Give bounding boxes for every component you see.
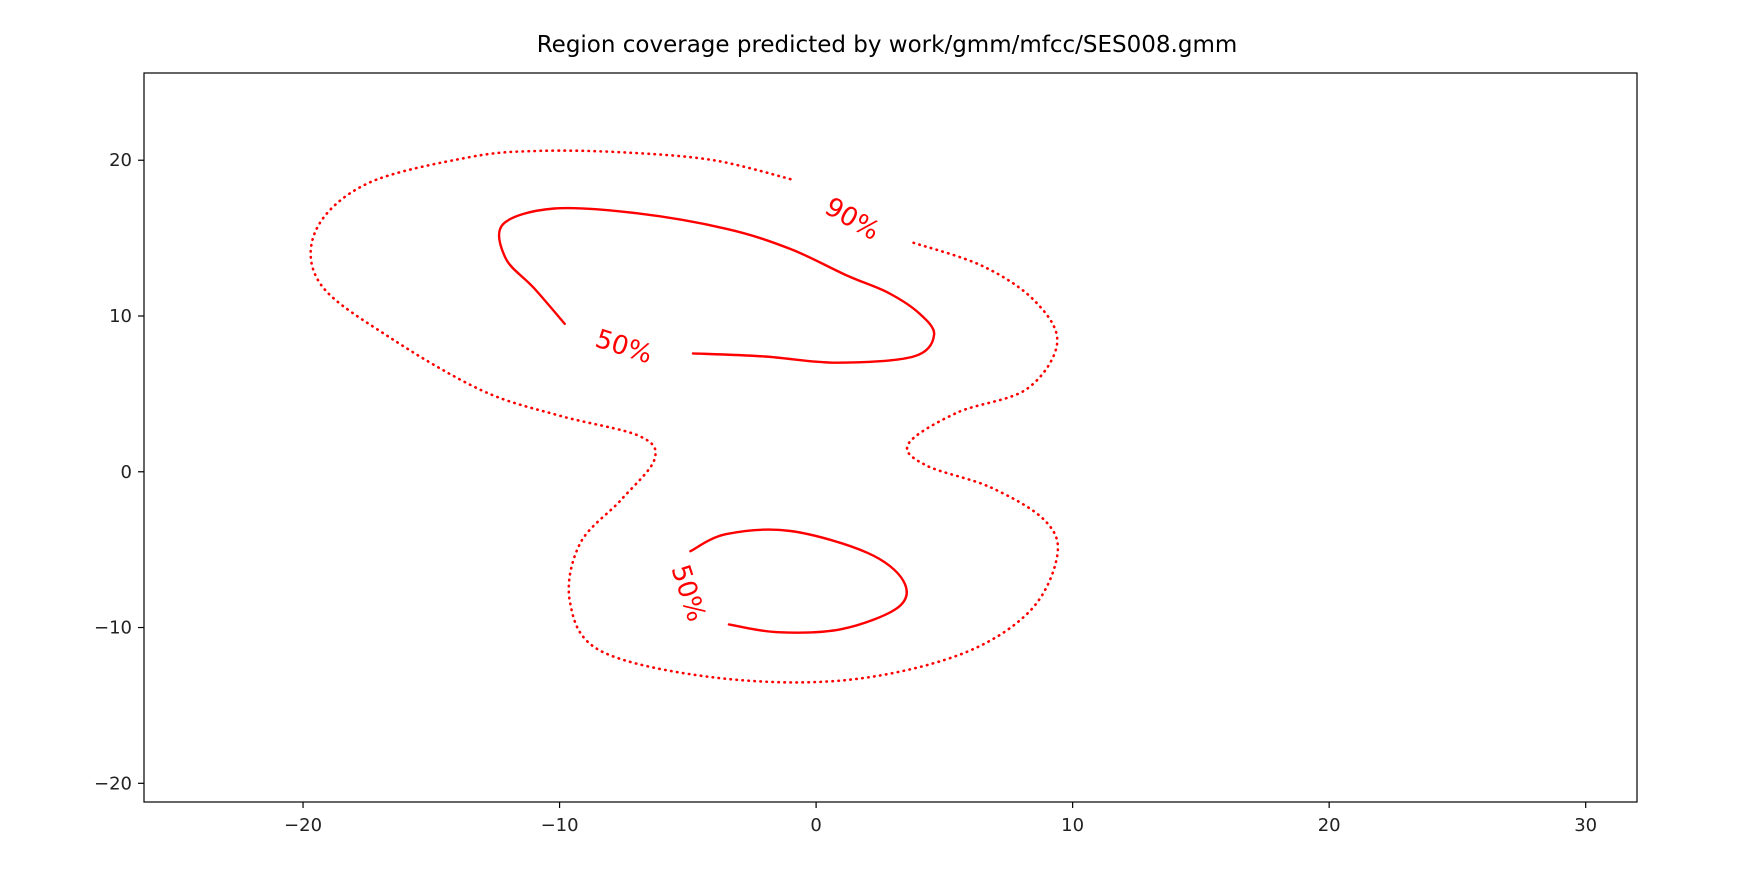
y-tick-label: 10: [109, 306, 132, 327]
plot-frame: [143, 72, 1638, 803]
x-axis: −20 −10 0 10 20 30: [284, 802, 1597, 836]
contour-line-90-0: [309, 149, 1060, 684]
x-tick-label: −20: [284, 815, 322, 836]
y-tick-label: 20: [109, 150, 132, 171]
x-tick-label: −10: [541, 815, 579, 836]
contour-label-2: 50%: [665, 561, 711, 625]
contour-label-0: 90%: [819, 192, 884, 247]
y-tick-label: −20: [94, 773, 132, 794]
x-tick-label: 10: [1061, 815, 1084, 836]
x-tick-label: 20: [1318, 815, 1341, 836]
x-tick-label: 30: [1574, 815, 1597, 836]
plot-area: 90% 50% 50%: [309, 149, 1060, 684]
contour-line-50-2: [689, 528, 908, 634]
chart-title: Region coverage predicted by work/gmm/mf…: [537, 32, 1238, 58]
contour-line-50-1: [497, 206, 936, 364]
y-tick-label: −10: [94, 618, 132, 639]
y-axis: −20 −10 0 10 20: [94, 150, 144, 794]
contour-label-1: 50%: [592, 324, 656, 370]
y-tick-label: 0: [121, 462, 132, 483]
x-tick-label: 0: [810, 815, 821, 836]
